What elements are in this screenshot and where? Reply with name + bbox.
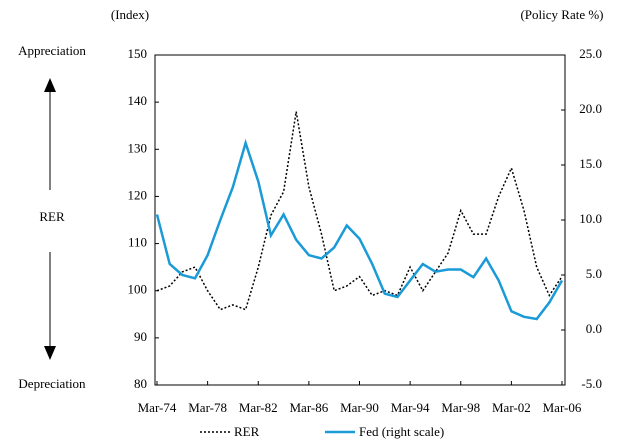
y2-tick-label: 25.0	[579, 46, 602, 61]
bottom-label: Depreciation	[18, 376, 86, 391]
y-tick-label: 140	[128, 93, 148, 108]
arrow-up-head	[44, 78, 56, 92]
plot-frame	[154, 54, 566, 386]
y-tick-label: 120	[128, 187, 148, 202]
y-tick-label: 150	[128, 46, 148, 61]
top-label: Appreciation	[18, 43, 86, 58]
x-tick-label: Mar-94	[391, 400, 430, 415]
x-tick-label: Mar-78	[188, 400, 227, 415]
x-tick-label: Mar-06	[543, 400, 582, 415]
y2-tick-label: 5.0	[586, 266, 602, 281]
x-tick-label: Mar-90	[340, 400, 379, 415]
series-line	[156, 111, 563, 311]
y-tick-label: 110	[128, 235, 147, 250]
y2-tick-label: -5.0	[581, 376, 602, 391]
legend-label: RER	[234, 424, 260, 439]
x-tick-label: Mar-82	[239, 400, 278, 415]
y2-tick-label: 10.0	[579, 211, 602, 226]
series-line	[155, 138, 564, 321]
right-unit-label: (Policy Rate %)	[520, 7, 603, 22]
y2-tick-label: 20.0	[579, 101, 602, 116]
y-tick-label: 80	[134, 376, 147, 391]
arrow-down-head	[44, 346, 56, 360]
legend-label: Fed (right scale)	[359, 424, 444, 439]
y2-tick-label: 15.0	[579, 156, 602, 171]
side-label: RER	[39, 209, 65, 224]
x-tick-label: Mar-02	[492, 400, 531, 415]
left-unit-label: (Index)	[111, 7, 149, 22]
y2-tick-label: 0.0	[586, 321, 602, 336]
x-tick-label: Mar-74	[138, 400, 177, 415]
x-tick-label: Mar-98	[441, 400, 480, 415]
x-tick-label: Mar-86	[290, 400, 329, 415]
y-tick-label: 90	[134, 329, 147, 344]
y-tick-label: 130	[128, 140, 148, 155]
y-tick-label: 100	[128, 282, 148, 297]
